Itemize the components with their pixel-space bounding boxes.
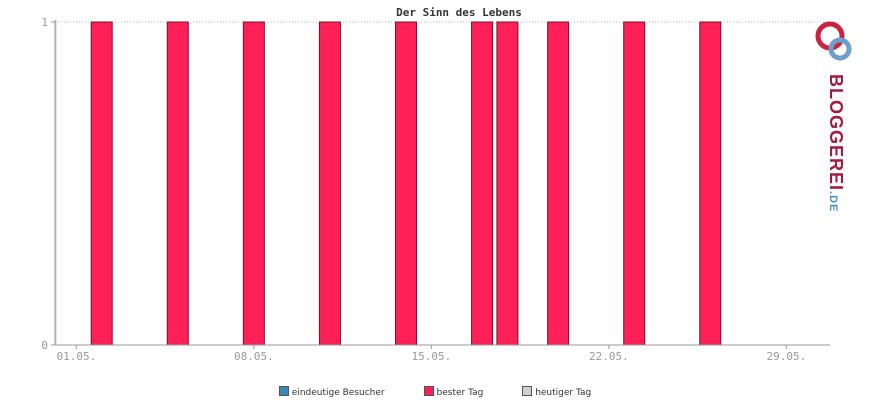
logo-text-main: BLOGGEREI [826,74,846,191]
x-tick-label: 15.05. [411,350,451,363]
x-tick-label: 22.05. [589,350,629,363]
bar [547,21,570,346]
x-tick-label: 01.05. [56,350,96,363]
legend-label-today: heutiger Tag [535,388,592,398]
legend-label-visitors: eindeutige Besucher [291,388,385,398]
bar [394,21,417,346]
axes [54,20,830,346]
legend: eindeutige Besucher bester Tag heutiger … [0,386,870,398]
chart-title: Der Sinn des Lebens [396,6,522,19]
logo-text-suffix: .DE [827,191,839,212]
x-ticks: 01.05. 08.05. 15.05. 22.05. 29.05. [56,345,806,363]
x-tick-label: 08.05. [234,350,274,363]
legend-swatch-visitors [278,386,289,396]
bar [318,21,341,346]
bars [90,21,722,346]
bloggerei-link-logo-icon [815,21,852,61]
legend-swatch-best-day [423,386,434,396]
bar [242,21,265,346]
bar [471,21,494,346]
bar [166,21,189,346]
y-ticks: 01 [41,16,55,352]
bloggerei-logo[interactable]: BLOGGEREI.DE [808,18,860,218]
legend-item-visitors: eindeutige Besucher [278,386,385,398]
legend-item-best-day: bester Tag [423,386,484,398]
y-tick-label: 0 [41,339,48,352]
legend-label-best-day: bester Tag [436,388,484,398]
x-tick-label: 29.05. [766,350,806,363]
legend-swatch-today [522,386,533,396]
logo-text: BLOGGEREI.DE [826,74,846,212]
bar [623,21,646,346]
bar [90,21,113,346]
y-tick-label: 1 [41,16,48,29]
bar [699,21,722,346]
bar [496,21,519,346]
legend-item-today: heutiger Tag [522,386,591,398]
